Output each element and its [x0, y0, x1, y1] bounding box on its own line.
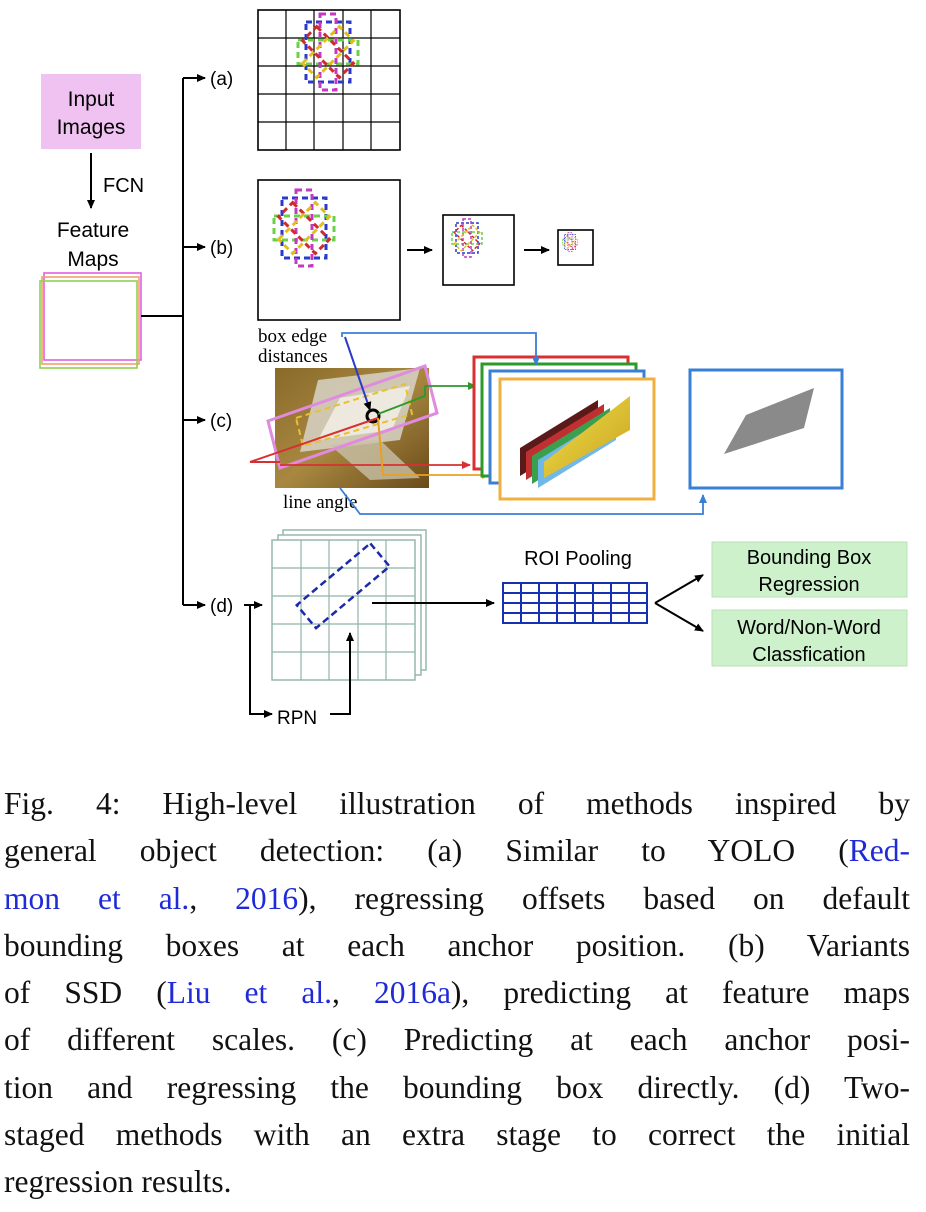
- caption-line: mon et al., 2016), regressing offsets ba…: [4, 875, 910, 922]
- word-classification-label-1: Word/Non-Word: [737, 617, 881, 639]
- citation-link[interactable]: mon et al.: [4, 880, 190, 916]
- citation-link[interactable]: Liu et al.: [166, 975, 332, 1011]
- fcn-label: FCN: [103, 175, 144, 197]
- rpn-proposal-box: [295, 541, 392, 630]
- caption-text: ,: [189, 880, 236, 916]
- branch-connectors: [141, 74, 206, 609]
- caption-text: bounding boxes at each anchor position. …: [4, 927, 910, 963]
- feature-maps-label-1: Feature: [57, 219, 129, 242]
- citation-link[interactable]: 2016a: [373, 975, 451, 1011]
- caption-line: Fig. 4: High-level illustration of metho…: [4, 780, 910, 827]
- caption-text: general object detection: (a) Similar to…: [4, 833, 849, 869]
- caption-line: of SSD (Liu et al., 2016a), predicting a…: [4, 969, 910, 1016]
- caption-text: tion and regressing the bounding box dir…: [4, 1069, 910, 1105]
- roi-pooling-grid: [502, 582, 648, 624]
- branch-d-label: (d): [210, 596, 233, 617]
- input-images-label-2: Images: [57, 116, 126, 139]
- caption-text: ), predicting at feature maps: [450, 975, 910, 1011]
- branch-c-pipeline: box edge distances line angle: [249, 326, 844, 515]
- branch-b-maps: [257, 179, 594, 321]
- caption-text: of SSD (: [4, 975, 167, 1011]
- branch-c-label: (c): [210, 411, 232, 432]
- word-classification-label-2: Classfication: [752, 644, 865, 666]
- branch-a-label: (a): [210, 69, 233, 90]
- box-edge-label-2: distances: [258, 346, 328, 367]
- anchor-point-c: [365, 408, 381, 424]
- caption-text: Fig. 4: High-level illustration of metho…: [4, 786, 910, 821]
- citation-link[interactable]: 2016: [235, 880, 299, 916]
- bbox-regression-label-2: Regression: [758, 574, 859, 596]
- caption-text: ,: [331, 975, 374, 1011]
- rpn-label: RPN: [277, 708, 317, 729]
- caption-line: tion and regressing the bounding box dir…: [4, 1064, 910, 1111]
- caption-text: of different scales. (c) Predicting at e…: [4, 1022, 910, 1058]
- roi-pooling-label: ROI Pooling: [524, 548, 632, 570]
- input-images-box: Input Images: [41, 74, 141, 149]
- line-angle-label: line angle: [283, 492, 357, 513]
- caption-line: regression results.: [4, 1158, 910, 1205]
- word-classification-box: [711, 609, 908, 667]
- branch-d-pipeline: RPN ROI Pooling Bounding Box Regression …: [244, 529, 908, 729]
- branch-b-label: (b): [210, 238, 233, 259]
- citation-link[interactable]: Red-: [848, 833, 910, 869]
- feature-maps-stack: [39, 272, 142, 369]
- caption-text: ), regressing offsets based on default: [298, 880, 910, 916]
- caption-text: staged methods with an extra stage to co…: [4, 1117, 910, 1153]
- box-edge-label-1: box edge: [258, 326, 327, 347]
- caption-line: general object detection: (a) Similar to…: [4, 827, 910, 874]
- input-images-label-1: Input: [68, 88, 115, 111]
- caption-line: of different scales. (c) Predicting at e…: [4, 1016, 910, 1063]
- method-diagram: Input Images FCN Feature Maps (a) (b) (c…: [39, 9, 908, 729]
- caption-line: bounding boxes at each anchor position. …: [4, 922, 910, 969]
- bbox-regression-label-1: Bounding Box: [747, 547, 872, 569]
- bbox-regression-box: [711, 541, 908, 598]
- figure-caption: Fig. 4: High-level illustration of metho…: [4, 780, 910, 1206]
- branch-a-grid: [257, 9, 401, 151]
- caption-text: regression results.: [4, 1164, 232, 1200]
- feature-maps-label-2: Maps: [67, 248, 118, 271]
- caption-line: staged methods with an extra stage to co…: [4, 1111, 910, 1158]
